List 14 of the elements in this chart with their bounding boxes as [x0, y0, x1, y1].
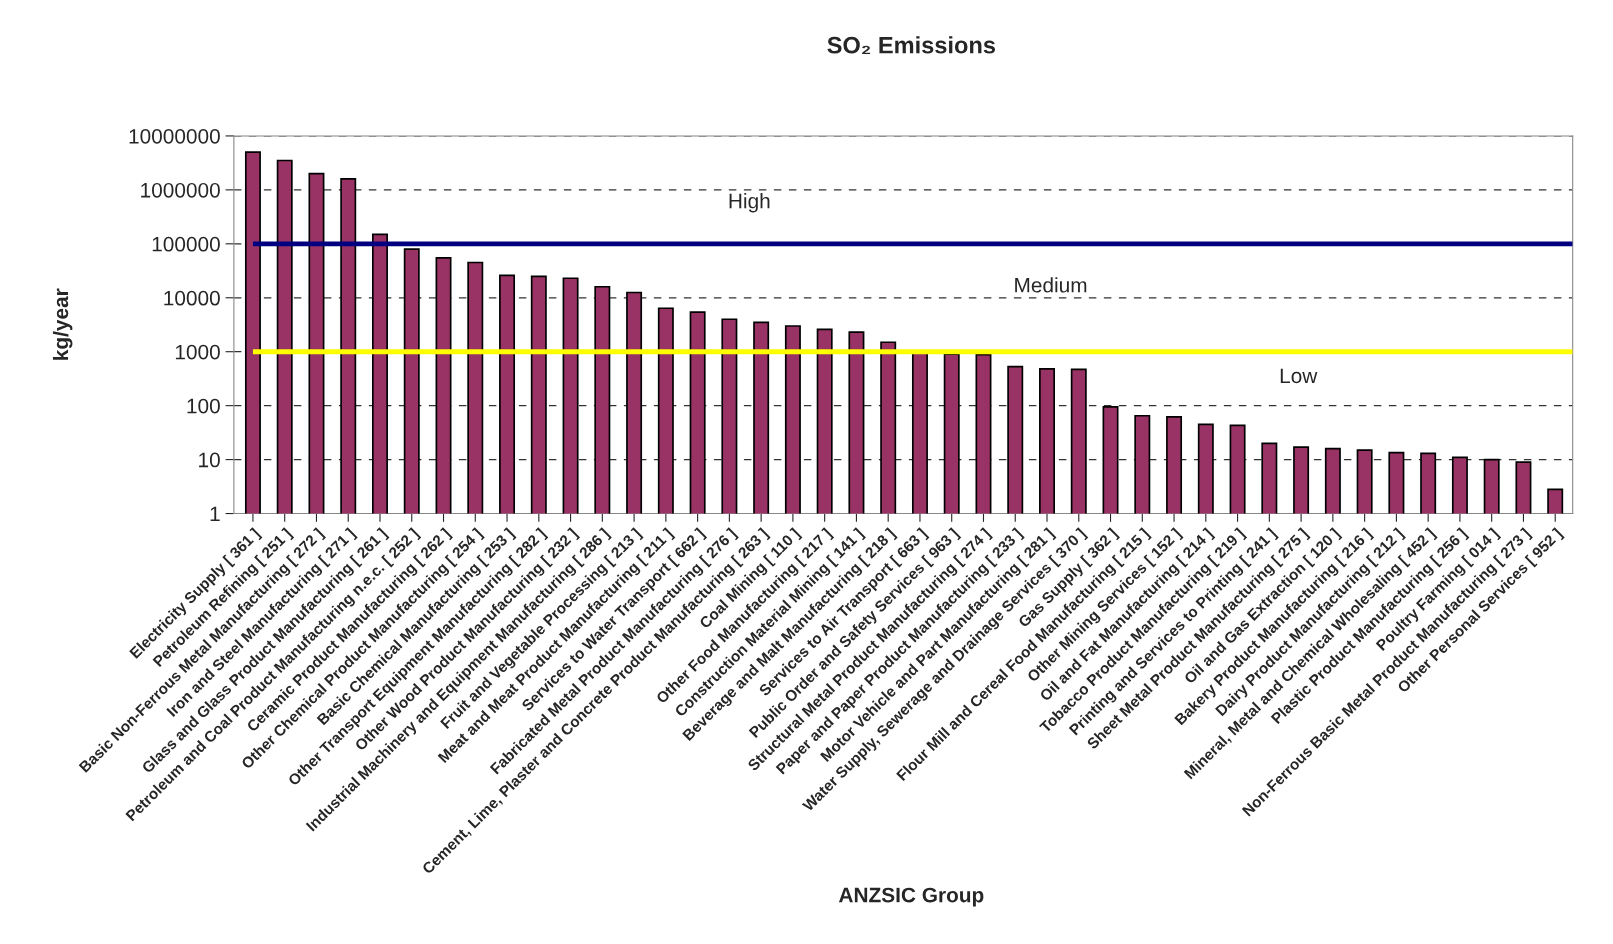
y-tick-label: 1000000 — [141, 182, 220, 198]
y-tick-label: 1 — [210, 506, 220, 522]
y-tick-label: 100000 — [152, 236, 220, 252]
y-tick-label: 10000000 — [129, 128, 220, 144]
x-axis-title: ANZSIC Group — [838, 887, 984, 907]
annotation: Medium — [1015, 277, 1087, 293]
chart-title: SO₂ Emissions — [827, 36, 996, 55]
y-tick-label: 10 — [199, 452, 220, 468]
y-tick-label: 100 — [187, 398, 220, 414]
y-tick-label: 10000 — [164, 290, 220, 306]
y-axis-title: kg/year — [52, 288, 73, 360]
annotation: High — [729, 193, 770, 213]
annotation: Low — [1280, 368, 1318, 384]
y-tick-label: 1000 — [175, 344, 220, 360]
